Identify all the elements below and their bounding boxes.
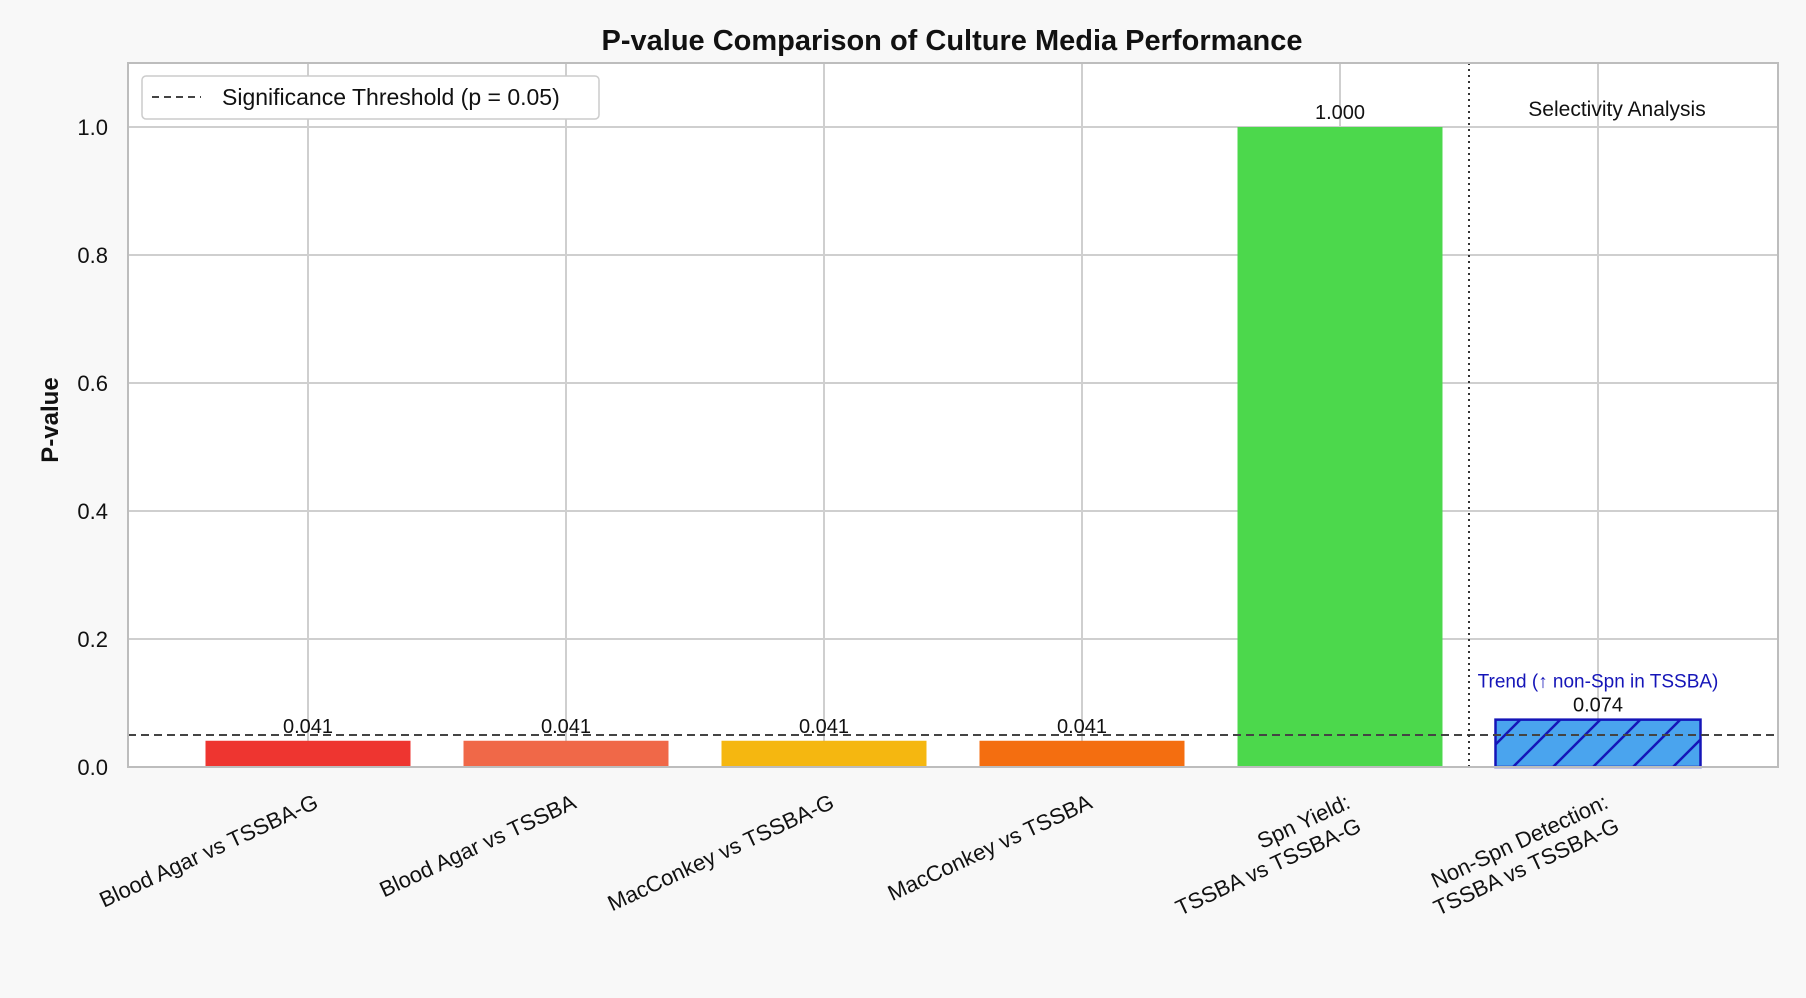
x-tick-label-line: Blood Agar vs TSSBA-G [95,789,321,912]
legend-box [141,75,600,120]
legend: Significance Threshold (p = 0.05) [141,75,600,120]
legend-threshold-label: Significance Threshold (p = 0.05) [222,84,560,110]
bar [721,740,927,767]
x-tick-label-line: Blood Agar vs TSSBA [376,789,580,902]
y-axis-ticks: 0.0 0.2 0.4 0.6 0.8 1.0 [77,115,108,780]
x-tick-label-line: MacConkey vs TSSBA [884,789,1096,906]
plot-frame [127,62,1779,768]
y-tick-label: 0.4 [77,499,108,524]
bar-hatch [1495,719,1701,767]
y-tick-label: 1.0 [77,115,108,140]
x-tick-label: MacConkey vs TSSBA-G [604,789,838,916]
x-tick-label-line: MacConkey vs TSSBA-G [604,789,838,916]
value-label: 0.041 [1057,716,1107,738]
x-tick-label: Blood Agar vs TSSBA-G [95,789,321,912]
y-tick-label: 0.0 [77,755,108,780]
x-tick-label: Spn Yield:TSSBA vs TSSBA-G [1172,789,1365,920]
value-label: 0.041 [283,716,333,738]
value-labels: 0.041 0.041 0.041 0.041 1.000 0.074 [283,102,1623,738]
bar [463,740,669,767]
y-tick-label: 0.2 [77,627,108,652]
y-tick-label: 0.8 [77,243,108,268]
x-tick-label: Non-Spn Detection:TSSBA vs TSSBA-G [1427,789,1623,920]
x-tick-label: Blood Agar vs TSSBA [376,789,580,902]
value-label: 0.041 [799,716,849,738]
plot-area [128,63,1778,767]
value-label: 1.000 [1315,102,1365,124]
chart-title: P-value Comparison of Culture Media Perf… [602,25,1303,57]
y-axis-label: P-value [37,377,64,462]
x-tick-label: MacConkey vs TSSBA [884,789,1096,906]
value-label: 0.074 [1573,695,1623,717]
trend-annotation: Trend (↑ non-Spn in TSSBA) [1478,672,1719,693]
y-tick-label: 0.6 [77,371,108,396]
value-label: 0.041 [541,716,591,738]
bars [205,127,1702,769]
bar [205,740,411,767]
x-axis-ticks: Blood Agar vs TSSBA-G Blood Agar vs TSSBA… [95,789,1622,920]
bar [979,740,1185,767]
bar [1237,127,1443,767]
selectivity-section-label: Selectivity Analysis [1528,98,1705,121]
